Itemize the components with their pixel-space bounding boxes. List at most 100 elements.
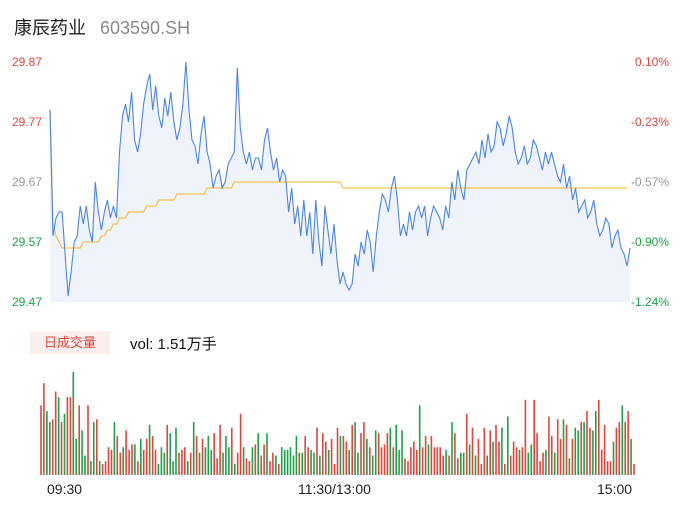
volume-bar: [231, 427, 233, 475]
volume-bar: [90, 461, 92, 475]
volume-bar: [589, 427, 591, 475]
volume-bar: [104, 461, 107, 475]
volume-bar: [275, 455, 277, 475]
volume-bar: [307, 447, 309, 475]
volume-bar: [96, 419, 98, 475]
volume-bar: [404, 458, 406, 475]
volume-bar: [157, 463, 160, 475]
volume-bar: [310, 449, 312, 475]
volume-bar: [556, 419, 559, 475]
volume-bar: [107, 447, 110, 475]
volume-bar: [119, 452, 122, 475]
volume-bar: [78, 405, 80, 475]
volume-bar: [518, 449, 521, 475]
volume-bar: [468, 444, 471, 475]
volume-bar: [330, 438, 333, 475]
volume-bar: [292, 455, 295, 475]
volume-bar: [369, 447, 371, 475]
volume-bar: [448, 455, 450, 475]
volume-bar: [392, 447, 395, 475]
volume-bar: [304, 436, 306, 475]
volume-bar: [295, 436, 298, 475]
volume-bar: [72, 372, 75, 475]
volume-bar: [75, 438, 77, 475]
volume-bar: [380, 447, 383, 475]
volume-bar: [254, 444, 257, 475]
volume-bar: [471, 427, 474, 475]
volume-bar: [621, 405, 624, 475]
volume-bar: [395, 424, 397, 475]
volume-bar: [451, 422, 453, 475]
volume-bar: [618, 422, 621, 475]
price-tick-label: 29.57: [12, 235, 43, 249]
volume-bar: [57, 397, 60, 475]
volume-bar: [269, 461, 271, 475]
volume-bar: [327, 449, 330, 475]
price-tick-label: 29.47: [12, 295, 43, 309]
volume-bar: [577, 430, 579, 475]
volume-bar: [178, 452, 180, 475]
volume-bar: [389, 427, 392, 475]
volume-bar: [187, 461, 189, 475]
volume-bar: [140, 438, 142, 475]
volume-bar: [565, 424, 568, 475]
volume-bar: [239, 413, 242, 475]
volume-bar: [192, 422, 195, 475]
volume-bar: [433, 447, 436, 475]
volume-bar: [509, 455, 512, 475]
volume-bar: [445, 449, 447, 475]
time-tick-label-midday: 11:30/13:00: [298, 481, 371, 497]
volume-bar: [260, 455, 262, 475]
volume-bar: [219, 424, 221, 475]
volume-bar: [169, 433, 171, 475]
price-tick-label: 29.67: [12, 175, 43, 189]
volume-bar: [439, 447, 441, 475]
volume-bar: [84, 455, 86, 475]
volume-bar: [348, 449, 350, 475]
volume-bar: [612, 441, 615, 475]
volume-readout: vol: 1.51万手: [130, 336, 217, 353]
volume-bar: [236, 452, 239, 475]
price-tick-label: 29.77: [12, 115, 43, 129]
volume-bar: [51, 419, 54, 475]
volume-bar: [251, 447, 254, 475]
volume-bar: [421, 447, 424, 475]
volume-bar: [410, 447, 412, 475]
volume-bar: [374, 430, 377, 475]
volume-bar: [216, 458, 218, 475]
volume-bar: [551, 436, 553, 475]
volume-bar: [93, 422, 95, 475]
volume-bar: [280, 447, 283, 475]
volume-bar: [128, 449, 130, 475]
time-tick-label-close: 15:00: [597, 481, 633, 497]
volume-bar: [418, 405, 421, 475]
volume-bar: [266, 433, 268, 475]
volume-bar: [319, 455, 321, 475]
volume-bar: [586, 411, 588, 475]
volume-bar: [507, 416, 509, 475]
volume-bar: [595, 411, 597, 475]
volume-bar: [301, 452, 304, 475]
volume-bar: [228, 447, 230, 475]
volume-bar: [325, 441, 327, 475]
price-tick-label: 29.87: [12, 55, 43, 69]
volume-bar: [163, 452, 166, 475]
volume-bar: [151, 436, 154, 475]
pct-tick-label: -0.57%: [630, 175, 669, 189]
volume-bar: [530, 444, 533, 475]
volume-bar: [548, 416, 550, 475]
volume-bar: [60, 422, 63, 475]
volume-bar: [533, 399, 535, 475]
volume-bar: [606, 461, 609, 475]
volume-bar: [568, 458, 571, 475]
volume-bar: [101, 463, 104, 475]
volume-bar: [313, 452, 315, 475]
volume-bar: [148, 424, 151, 475]
volume-bar: [474, 455, 477, 475]
volume-bar: [559, 438, 562, 475]
volume-bar: [333, 463, 336, 475]
pct-tick-label: -1.24%: [630, 295, 669, 309]
volume-bar: [363, 422, 365, 475]
daily-volume-badge[interactable]: 日成交量: [30, 331, 110, 354]
